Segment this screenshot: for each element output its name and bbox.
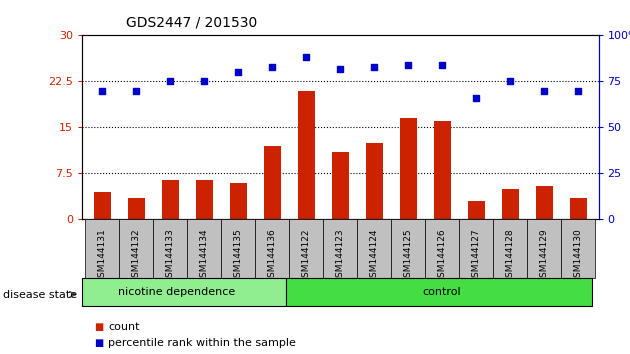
Bar [467, 201, 484, 219]
Bar [561, 219, 595, 278]
Point [301, 55, 311, 60]
Bar [459, 219, 493, 278]
Point [369, 64, 379, 69]
Text: GSM144124: GSM144124 [370, 228, 379, 283]
Text: control: control [423, 287, 461, 297]
Text: GSM144122: GSM144122 [302, 228, 311, 283]
Text: GSM144127: GSM144127 [472, 228, 481, 283]
Bar [85, 219, 119, 278]
Bar [230, 183, 247, 219]
Bar [399, 118, 416, 219]
Bar [153, 219, 187, 278]
Bar [536, 186, 553, 219]
Text: GSM144130: GSM144130 [573, 228, 583, 283]
Text: ■: ■ [94, 322, 104, 332]
Text: GSM144133: GSM144133 [166, 228, 175, 283]
Text: GSM144134: GSM144134 [200, 228, 209, 283]
Text: percentile rank within the sample: percentile rank within the sample [108, 338, 296, 348]
Bar [425, 219, 459, 278]
Text: GSM144126: GSM144126 [438, 228, 447, 283]
Text: GDS2447 / 201530: GDS2447 / 201530 [126, 16, 257, 30]
Text: count: count [108, 322, 140, 332]
Point [233, 69, 243, 75]
Point [505, 79, 515, 84]
Bar [162, 179, 179, 219]
Point [471, 95, 481, 101]
Text: nicotine dependence: nicotine dependence [118, 287, 236, 297]
Point [97, 88, 107, 93]
Text: GSM144135: GSM144135 [234, 228, 243, 283]
Bar [187, 219, 221, 278]
Bar [298, 91, 315, 219]
Point [199, 79, 209, 84]
Bar [323, 219, 357, 278]
Bar [357, 219, 391, 278]
Point [267, 64, 277, 69]
Text: GSM144128: GSM144128 [506, 228, 515, 283]
Bar [332, 152, 348, 219]
Bar [255, 219, 289, 278]
Bar [221, 219, 255, 278]
Bar [527, 219, 561, 278]
Point [539, 88, 549, 93]
Bar [570, 198, 587, 219]
Text: GSM144125: GSM144125 [404, 228, 413, 283]
Text: GSM144136: GSM144136 [268, 228, 277, 283]
Bar [365, 143, 382, 219]
Point [165, 79, 175, 84]
Point [573, 88, 583, 93]
Text: disease state: disease state [3, 290, 77, 299]
Bar [286, 278, 592, 306]
Text: GSM144132: GSM144132 [132, 228, 140, 283]
Point [403, 62, 413, 68]
Bar [501, 189, 518, 219]
Point [131, 88, 141, 93]
Text: ■: ■ [94, 338, 104, 348]
Text: GSM144131: GSM144131 [98, 228, 107, 283]
Bar [119, 219, 153, 278]
Bar [433, 121, 450, 219]
Bar [82, 278, 286, 306]
Point [437, 62, 447, 68]
Bar [128, 198, 145, 219]
Bar [94, 192, 111, 219]
Bar [391, 219, 425, 278]
Bar [196, 179, 213, 219]
Text: GSM144123: GSM144123 [336, 228, 345, 283]
Point [335, 66, 345, 72]
Text: GSM144129: GSM144129 [540, 228, 549, 283]
Bar [289, 219, 323, 278]
Bar [264, 146, 281, 219]
Bar [493, 219, 527, 278]
